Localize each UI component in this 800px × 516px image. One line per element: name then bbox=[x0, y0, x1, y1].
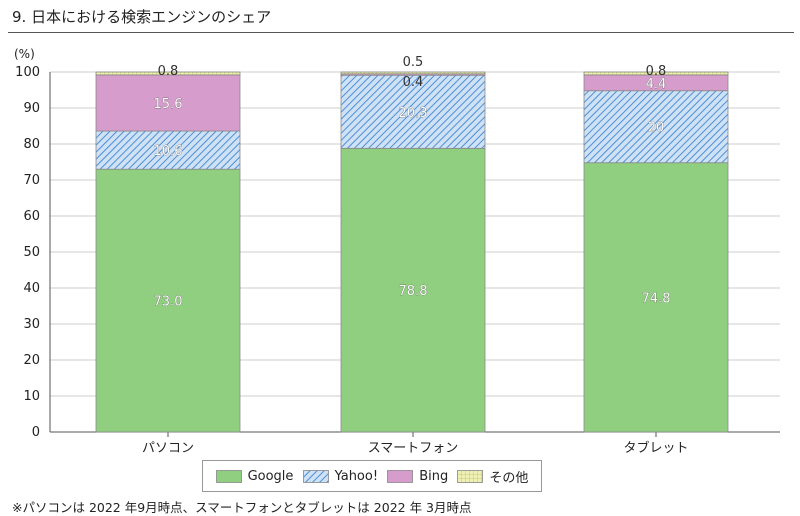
data-label: 15.6 bbox=[154, 97, 183, 112]
data-label: 20.3 bbox=[399, 106, 428, 121]
y-axis-unit-label: (%) bbox=[14, 47, 35, 61]
legend-label: Bing bbox=[419, 468, 449, 484]
x-tick-label: タブレット bbox=[623, 440, 688, 456]
legend-swatch bbox=[302, 469, 329, 483]
footnote: ※パソコンは 2022 年9月時点、スマートフォンとタブレットは 2022 年 … bbox=[12, 500, 472, 515]
data-label: 0.4 bbox=[403, 75, 424, 90]
y-tick-label: 90 bbox=[23, 101, 40, 116]
data-label: 78.8 bbox=[399, 284, 428, 299]
chart-title: 9. 日本における検索エンジンのシェア bbox=[12, 8, 272, 26]
bar-segment bbox=[583, 162, 729, 433]
legend-item: Google bbox=[215, 468, 294, 484]
y-tick-label: 70 bbox=[23, 173, 40, 188]
bar-segment bbox=[95, 71, 241, 76]
y-tick-label: 40 bbox=[23, 281, 40, 296]
legend-swatch bbox=[457, 469, 484, 483]
stacked-bar-chart: (%) 0 10 20 30 40 50 60 70 80 90 100 パソコン スマートフォン タブレ… bbox=[14, 47, 780, 456]
bar-segment bbox=[95, 130, 241, 170]
data-label: 0.8 bbox=[158, 64, 179, 79]
y-tick-label: 100 bbox=[15, 65, 40, 80]
legend-swatch bbox=[215, 469, 242, 483]
bar-segment bbox=[95, 168, 241, 433]
y-tick-label: 30 bbox=[23, 317, 40, 332]
y-tick-label: 20 bbox=[23, 353, 40, 368]
bar-segment bbox=[583, 71, 729, 76]
y-tick-label: 10 bbox=[23, 389, 40, 404]
title-divider bbox=[8, 32, 794, 33]
legend: Google Yahoo! Bing その他 bbox=[202, 460, 542, 492]
bar-segment bbox=[583, 90, 729, 164]
bar-segment bbox=[340, 71, 486, 75]
legend-swatch bbox=[387, 469, 414, 483]
data-label: 10.6 bbox=[154, 144, 183, 159]
data-label: 0.8 bbox=[646, 64, 667, 79]
legend-label: Google bbox=[247, 468, 294, 484]
y-tick-label: 80 bbox=[23, 137, 40, 152]
x-tick-label: スマートフォン bbox=[368, 441, 459, 456]
legend-label: その他 bbox=[489, 470, 529, 486]
data-label: 20 bbox=[648, 121, 665, 136]
bar-segment bbox=[95, 74, 241, 132]
bar-segment bbox=[340, 74, 486, 149]
y-tick-label: 0 bbox=[32, 425, 40, 440]
legend-item: Yahoo! bbox=[302, 468, 379, 484]
bar-segment bbox=[340, 147, 486, 433]
legend-item: Bing bbox=[387, 469, 448, 484]
data-label: 0.5 bbox=[403, 55, 424, 70]
legend-item: その他 bbox=[457, 467, 528, 486]
data-label: 74.8 bbox=[642, 291, 671, 306]
data-label: 73.0 bbox=[154, 295, 183, 310]
legend-label: Yahoo! bbox=[334, 468, 379, 484]
y-tick-label: 50 bbox=[23, 245, 40, 260]
data-label: 4.4 bbox=[646, 77, 667, 92]
x-tick-label: パソコン bbox=[142, 441, 194, 456]
y-tick-label: 60 bbox=[23, 209, 40, 224]
